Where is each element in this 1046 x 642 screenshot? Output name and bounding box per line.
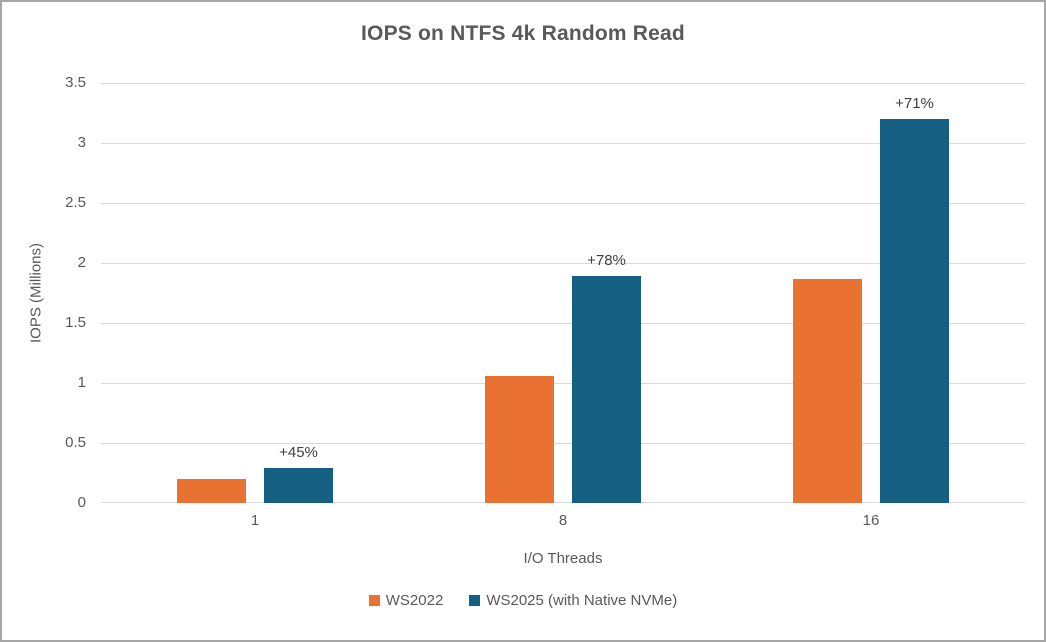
gridline bbox=[101, 443, 1025, 444]
y-axis-tick-label: 3.5 bbox=[65, 74, 86, 91]
x-axis-title: I/O Threads bbox=[523, 550, 603, 567]
legend-label: WS2022 bbox=[385, 592, 444, 609]
y-axis-tick-label: 1 bbox=[77, 374, 86, 391]
y-axis-tick-label: 0.5 bbox=[65, 434, 86, 451]
bar-ws2025-thread-16 bbox=[880, 119, 949, 503]
bar-annotation: +71% bbox=[895, 95, 934, 112]
legend-item-ws2025: WS2025 (with Native NVMe) bbox=[469, 592, 677, 609]
bar-ws2022-thread-1 bbox=[177, 479, 246, 503]
legend-swatch-icon bbox=[469, 595, 481, 606]
legend-label: WS2025 (with Native NVMe) bbox=[486, 592, 678, 609]
x-axis-tick-label: 16 bbox=[862, 512, 880, 529]
y-axis-tick-label: 2.5 bbox=[65, 194, 86, 211]
bar-annotation: +78% bbox=[587, 252, 626, 270]
gridline bbox=[101, 263, 1025, 264]
legend-item-ws2022: WS2022 bbox=[368, 592, 444, 609]
gridline bbox=[101, 383, 1025, 384]
gridline bbox=[101, 143, 1025, 144]
legend: WS2022 WS2025 (with Native NVMe) bbox=[2, 592, 1044, 609]
gridline bbox=[101, 502, 1025, 503]
x-axis-tick-label: 1 bbox=[250, 512, 260, 529]
gridline bbox=[101, 83, 1025, 84]
gridline bbox=[101, 323, 1025, 324]
bar-ws2022-thread-16 bbox=[793, 278, 862, 503]
legend-swatch-icon bbox=[368, 595, 380, 606]
bar-annotation: +45% bbox=[279, 444, 318, 462]
y-axis-tick-label: 3 bbox=[77, 134, 86, 151]
bar-ws2025-thread-1 bbox=[264, 468, 333, 503]
plot-area: +45% +78% +71% bbox=[101, 83, 1025, 503]
gridline bbox=[101, 203, 1025, 204]
x-axis-tick-label: 8 bbox=[558, 512, 568, 529]
y-axis-tick-label: 1.5 bbox=[65, 314, 86, 331]
y-axis-tick-label: 0 bbox=[77, 494, 86, 511]
bar-ws2022-thread-8 bbox=[485, 375, 554, 503]
y-axis-tick-label: 2 bbox=[77, 254, 86, 271]
bar-ws2025-thread-8 bbox=[572, 276, 641, 503]
chart-title: IOPS on NTFS 4k Random Read bbox=[361, 22, 685, 45]
